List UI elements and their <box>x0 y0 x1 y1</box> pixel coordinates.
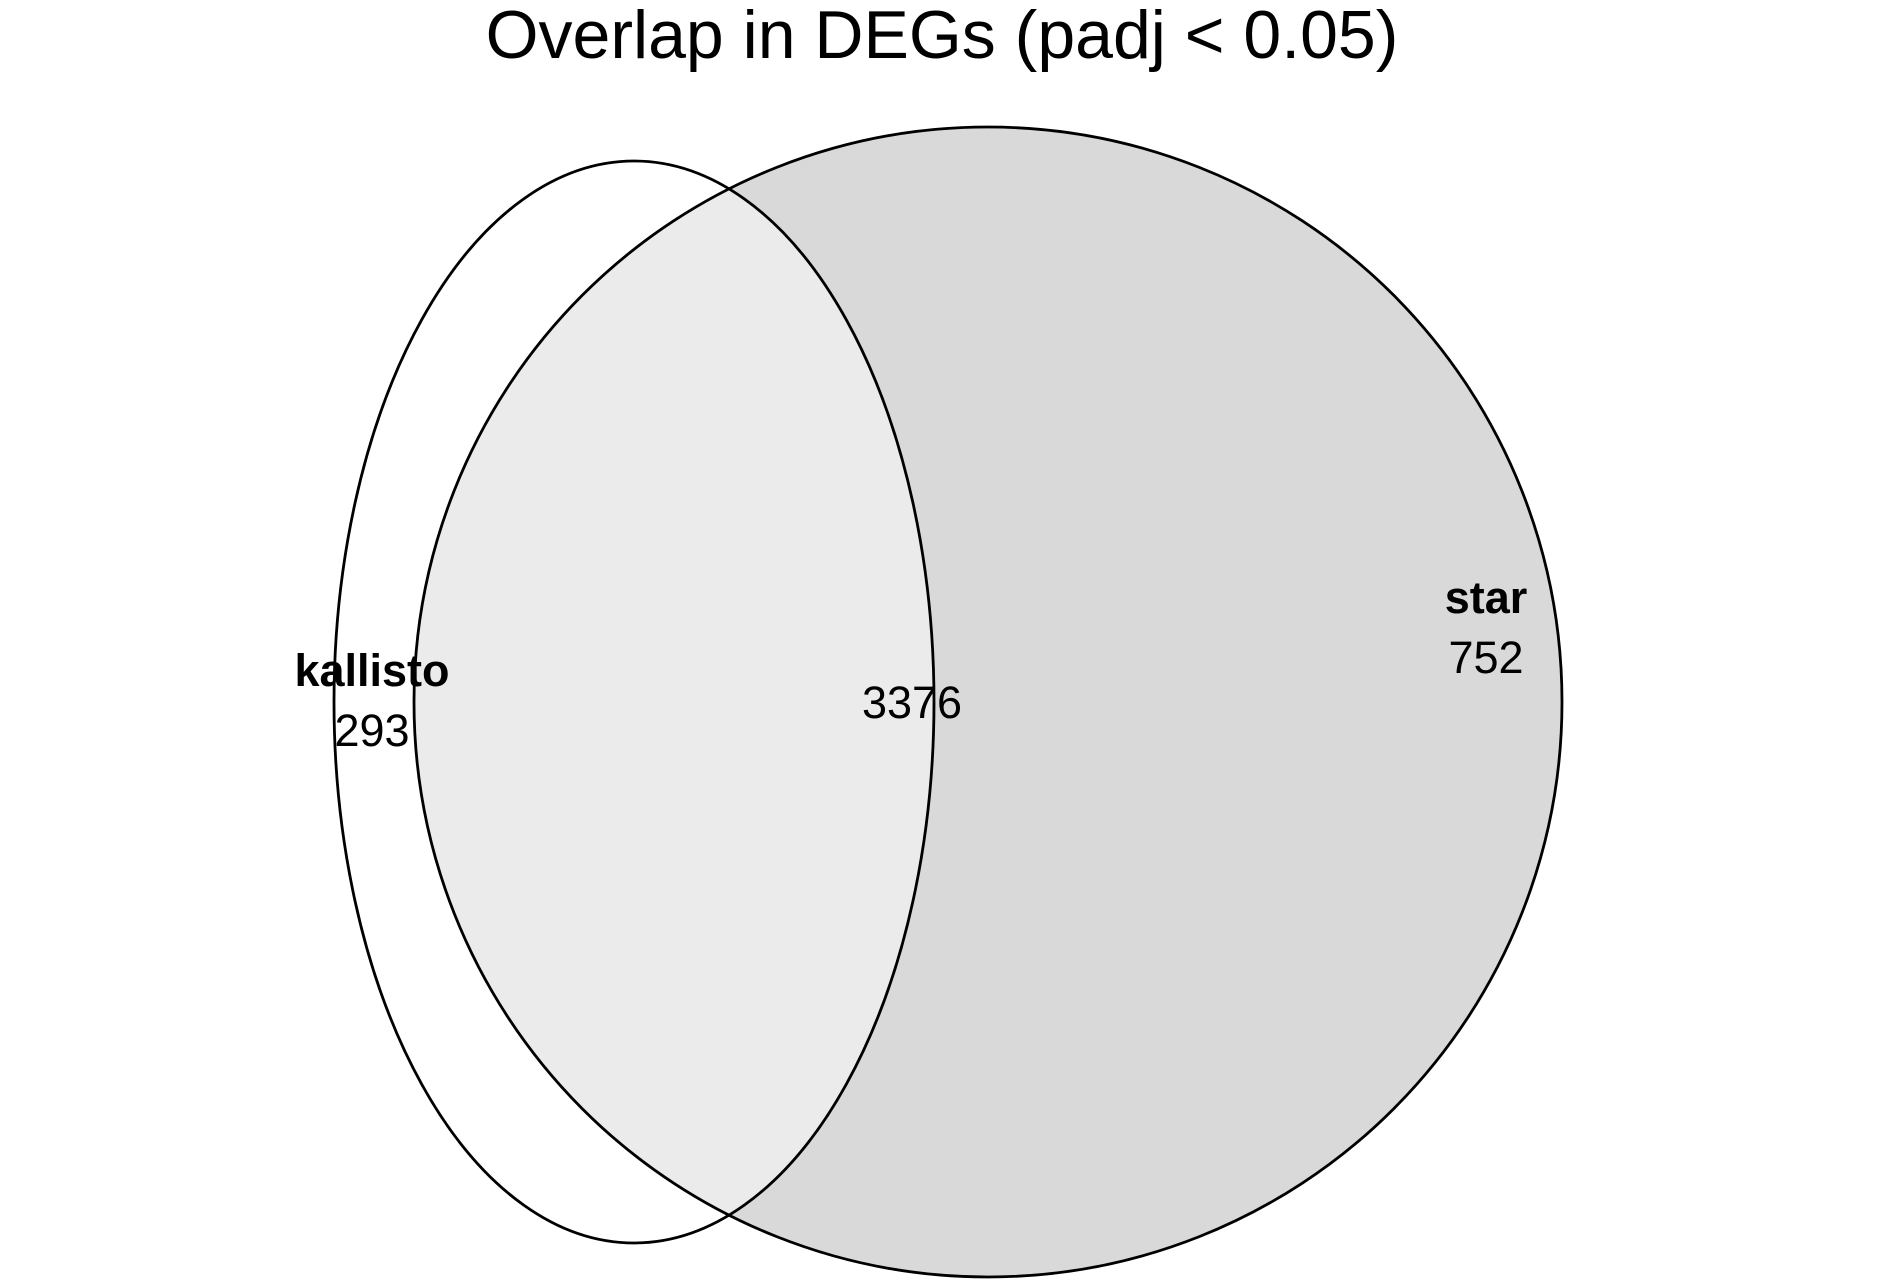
intersection-region <box>414 161 934 1243</box>
kallisto-circle-outline <box>332 159 936 1245</box>
star-unique-count: 752 <box>1448 632 1523 683</box>
star-set-name: star <box>1445 572 1528 623</box>
kallisto-unique-count: 293 <box>334 705 409 756</box>
star-circle-outline <box>412 125 1564 1279</box>
kallisto-set-name: kallisto <box>294 645 449 696</box>
diagram-title: Overlap in DEGs (padj < 0.05) <box>486 0 1399 73</box>
intersection-count: 3376 <box>862 677 962 728</box>
